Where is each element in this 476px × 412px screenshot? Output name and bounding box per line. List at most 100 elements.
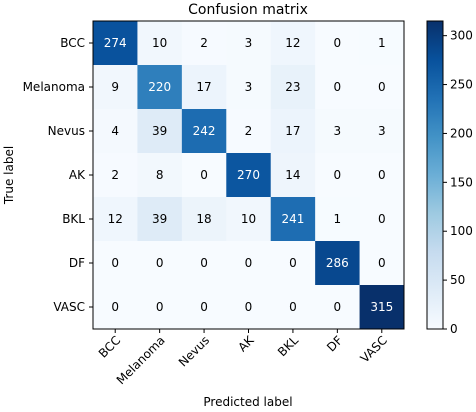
heatmap-cell: [226, 65, 272, 110]
heatmap-cell: [226, 285, 272, 330]
cell-value-label: 3: [334, 124, 342, 138]
colorbar-tick-label: 300: [450, 29, 473, 43]
x-tick-label: AK: [235, 332, 257, 354]
heatmap-cell: [137, 21, 183, 66]
heatmap-cell: [359, 21, 405, 66]
cell-value-label: 0: [200, 168, 208, 182]
y-tick-label: Nevus: [48, 124, 85, 138]
cell-value-label: 220: [148, 80, 171, 94]
cell-value-label: 315: [370, 300, 393, 314]
colorbar-tick-label: 150: [450, 175, 473, 189]
y-tick-label: VASC: [53, 300, 85, 314]
heatmap-cell: [226, 21, 272, 66]
heatmap-cell: [137, 197, 183, 242]
cell-value-label: 3: [245, 80, 253, 94]
heatmap-cell: [226, 109, 272, 154]
cell-value-label: 0: [111, 300, 119, 314]
cell-value-label: 0: [378, 80, 386, 94]
heatmap-cell: [226, 241, 272, 286]
cell-value-label: 17: [285, 124, 300, 138]
colorbar-tick-label: 100: [450, 224, 473, 238]
cell-value-label: 0: [334, 300, 342, 314]
heatmap-cell: [315, 65, 361, 110]
heatmap-cell: [93, 153, 138, 198]
heatmap-cell: [181, 65, 227, 110]
cell-value-label: 0: [245, 256, 253, 270]
cell-value-label: 0: [289, 300, 297, 314]
cell-value-label: 39: [152, 124, 167, 138]
cell-value-label: 0: [378, 256, 386, 270]
y-tick-label: AK: [69, 168, 86, 182]
heatmap-cell: [93, 197, 138, 242]
cell-value-label: 0: [156, 300, 164, 314]
heatmap-cell: [226, 153, 272, 198]
heatmap-cell: [315, 285, 361, 330]
cell-value-label: 270: [237, 168, 260, 182]
heatmap-cell: [181, 153, 227, 198]
heatmap-cell: [181, 241, 227, 286]
cell-value-label: 241: [281, 212, 304, 226]
x-tick-label: VASC: [358, 333, 390, 365]
cell-value-label: 2: [111, 168, 119, 182]
heatmap-cell: [270, 241, 316, 286]
heatmap-cell: [93, 241, 138, 286]
colorbar: [426, 20, 444, 330]
heatmap-cell: [270, 65, 316, 110]
colorbar-tick-label: 200: [450, 126, 473, 140]
cell-value-label: 2: [245, 124, 253, 138]
cell-value-label: 14: [285, 168, 300, 182]
cell-value-label: 2: [200, 36, 208, 50]
heatmap-cell: [315, 21, 361, 66]
cell-value-label: 242: [193, 124, 216, 138]
colorbar-tick-label: 250: [450, 78, 473, 92]
cell-value-label: 0: [289, 256, 297, 270]
heatmap-cell: [93, 285, 138, 330]
heatmap-cell: [359, 109, 405, 154]
cell-value-label: 18: [196, 212, 211, 226]
cell-value-label: 0: [156, 256, 164, 270]
cell-value-labels: 274 10 2 3 12 0 19 220 17 3 23 0 04 39 242 2 17 3 32 8 0 270 1…: [104, 36, 393, 314]
heatmap-cell: [137, 285, 183, 330]
y-axis-label: True label: [2, 146, 16, 205]
y-tick-label: DF: [69, 256, 85, 270]
cell-value-label: 0: [334, 168, 342, 182]
colorbar-ticks: 0 50 100 150 200 250 300: [443, 29, 473, 336]
cell-value-label: 0: [200, 256, 208, 270]
heatmap-cell: [181, 21, 227, 66]
heatmap-cell: [315, 153, 361, 198]
cell-value-label: 8: [156, 168, 164, 182]
heatmap-cell: [270, 109, 316, 154]
cell-value-label: 1: [378, 36, 386, 50]
cell-value-label: 286: [326, 256, 349, 270]
colorbar-tick-label: 50: [450, 273, 465, 287]
cell-value-label: 0: [378, 212, 386, 226]
cell-value-label: 0: [200, 300, 208, 314]
cell-value-label: 0: [245, 300, 253, 314]
heatmap-cell: [93, 109, 138, 154]
heatmap-cell: [315, 109, 361, 154]
heatmap-cell: [359, 285, 405, 330]
heatmap-cell: [315, 241, 361, 286]
cell-value-label: 10: [241, 212, 256, 226]
heatmap-cell: [137, 241, 183, 286]
cell-value-label: 274: [104, 36, 127, 50]
heatmap-cell: [270, 197, 316, 242]
y-tick-label: BKL: [62, 212, 85, 226]
x-tick-label: BKL: [275, 333, 301, 359]
heatmap-cells: [93, 21, 405, 330]
heatmap-cell: [93, 65, 138, 110]
heatmap-cell: [93, 21, 138, 66]
y-tick-label: Melanoma: [23, 80, 85, 94]
heatmap-cell: [270, 21, 316, 66]
heatmap-cell: [270, 153, 316, 198]
heatmap-cell: [137, 153, 183, 198]
heatmap-cell: [359, 65, 405, 110]
heatmap-cell: [315, 197, 361, 242]
x-tick-label: Nevus: [176, 333, 212, 369]
x-tick-label: DF: [324, 333, 345, 354]
y-axis-ticks: BCC Melanoma Nevus AK BKL DF VASC: [23, 36, 93, 314]
cell-value-label: 23: [285, 80, 300, 94]
cell-value-label: 0: [334, 36, 342, 50]
